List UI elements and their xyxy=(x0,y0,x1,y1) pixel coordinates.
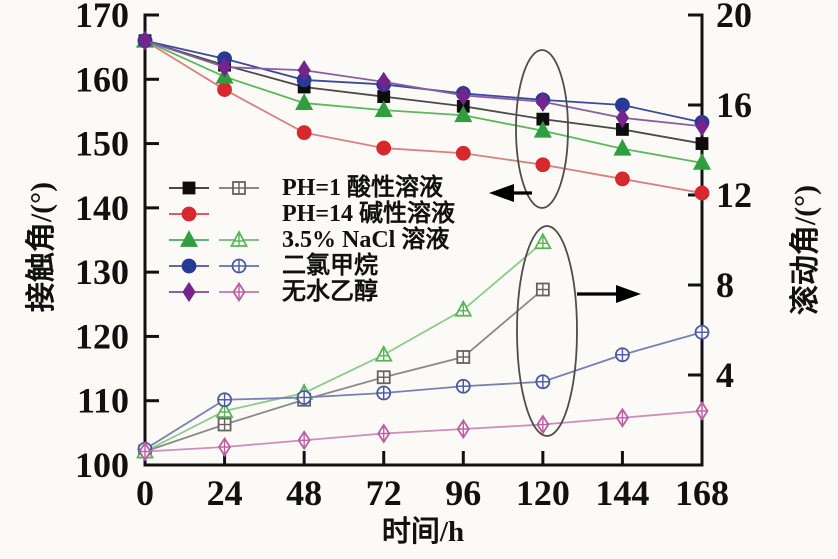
left-tick-label: 170 xyxy=(75,0,129,35)
x-tick-label: 48 xyxy=(286,473,322,513)
legend: PH=1 酸性溶液 PH=14 碱性溶液 3.5% NaCl 溶液 二氯甲烷 无水乙醇 xyxy=(168,175,455,305)
x-tick-label: 72 xyxy=(366,473,402,513)
legend-marker-filled-icon xyxy=(169,181,209,195)
legend-item-4: 无水乙醇 xyxy=(168,279,455,305)
highlight-ellipse xyxy=(515,49,569,209)
left-tick-label: 130 xyxy=(75,252,129,292)
legend-label: 3.5% NaCl 溶液 xyxy=(282,227,450,253)
left-tick-label: 100 xyxy=(75,445,129,485)
legend-marker-open-icon xyxy=(219,230,259,247)
left-tick-label: 140 xyxy=(75,188,129,228)
legend-item-2: 3.5% NaCl 溶液 xyxy=(168,227,455,253)
series-4 xyxy=(138,30,709,137)
legend-label: 二氯甲烷 xyxy=(282,253,378,279)
series-line xyxy=(144,39,703,128)
left-arrow-icon xyxy=(489,184,514,202)
left-tick-label: 110 xyxy=(77,381,129,421)
left-tick-label: 160 xyxy=(75,59,129,99)
left-tick-label: 150 xyxy=(75,124,129,164)
series-1 xyxy=(137,33,710,201)
legend-label: PH=14 碱性溶液 xyxy=(282,201,456,227)
x-tick-label: 168 xyxy=(675,473,729,513)
series-7 xyxy=(137,324,710,457)
annotations xyxy=(489,49,641,437)
legend-marker-filled-icon xyxy=(169,258,209,274)
axes xyxy=(143,13,704,467)
right-tick-label: 4 xyxy=(716,355,734,395)
series-line xyxy=(144,288,544,453)
x-tick-label: 96 xyxy=(445,473,481,513)
legend-marker-filled-icon xyxy=(169,230,209,247)
legend-label: PH=1 酸性溶液 xyxy=(282,175,444,201)
series-5 xyxy=(138,282,550,459)
legend-item-3: 二氯甲烷 xyxy=(168,253,455,279)
right-axis-title: 滚动角/(°) xyxy=(789,184,822,316)
legend-marker-open-icon xyxy=(218,202,260,226)
x-tick-label: 144 xyxy=(595,473,649,513)
series-line xyxy=(144,241,544,453)
legend-item-1: PH=14 碱性溶液 xyxy=(168,201,455,227)
right-tick-label: 16 xyxy=(716,85,752,125)
series-line xyxy=(144,39,703,194)
legend-label: 无水乙醇 xyxy=(282,279,378,305)
left-axis-title: 接触角/(°) xyxy=(25,181,58,313)
right-tick-label: 12 xyxy=(716,175,752,215)
x-tick-label: 24 xyxy=(207,473,243,513)
x-tick-label: 120 xyxy=(516,473,570,513)
legend-marker-open-icon xyxy=(219,258,259,274)
legend-marker-open-icon xyxy=(219,281,259,303)
legend-item-0: PH=1 酸性溶液 xyxy=(168,175,455,201)
series-line xyxy=(144,331,703,451)
series-line xyxy=(144,410,703,453)
legend-marker-filled-icon xyxy=(169,281,209,303)
legend-marker-open-icon xyxy=(219,181,259,195)
left-tick-label: 120 xyxy=(75,316,129,356)
x-axis-title: 时间/h xyxy=(381,516,465,548)
right-tick-label: 8 xyxy=(716,265,734,305)
right-arrow-icon xyxy=(616,285,641,303)
legend-marker-filled-icon xyxy=(169,206,209,222)
series-8 xyxy=(138,400,709,462)
x-tick-label: 0 xyxy=(136,473,154,513)
highlight-ellipse xyxy=(516,225,578,437)
right-tick-label: 20 xyxy=(716,0,752,35)
series-line xyxy=(144,39,703,164)
series-line xyxy=(144,39,703,145)
